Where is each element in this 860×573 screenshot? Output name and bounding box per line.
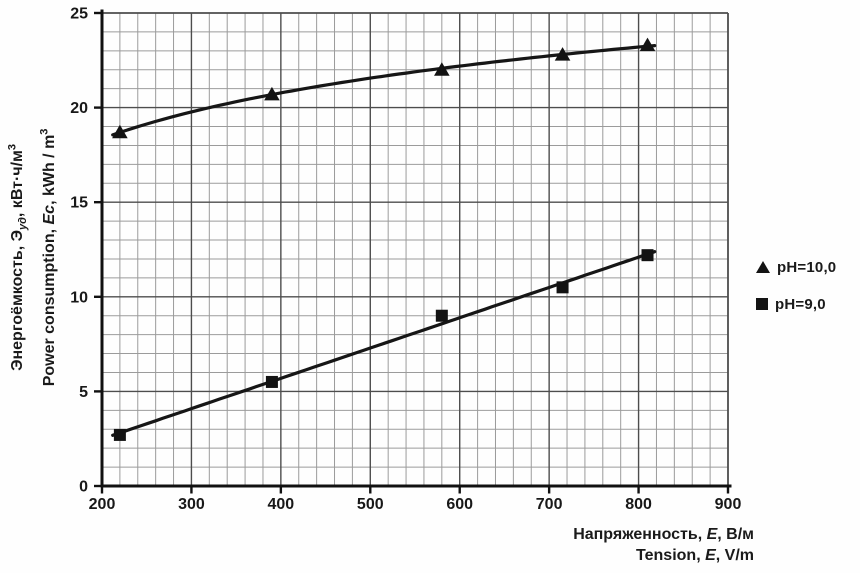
y-tick-label: 5 <box>79 384 88 401</box>
x-tick-label: 200 <box>89 496 116 513</box>
square-marker-icon <box>756 298 768 310</box>
legend-label: pH=10,0 <box>777 258 837 276</box>
data-point-square <box>556 281 569 294</box>
x-tick-label: 500 <box>357 496 384 513</box>
data-point-triangle <box>639 37 656 52</box>
y-tick-label: 25 <box>70 6 88 23</box>
x-axis-label-en: Tension, E, V/m <box>636 547 754 564</box>
legend: pH=10,0 pH=9,0 <box>756 256 836 315</box>
x-tick-label: 600 <box>446 496 473 513</box>
x-tick-label: 700 <box>536 496 563 513</box>
y-tick-label: 20 <box>70 100 88 117</box>
legend-item-ph9: pH=9,0 <box>756 293 836 315</box>
axis-ticks <box>94 11 730 494</box>
y-axis-label-en: Power consumption, Ec, kWh / m3 <box>38 128 58 387</box>
data-point-square <box>265 375 278 388</box>
y-axis-label-ru: Энергоёмкость, Эуд, кВт·ч/м3 <box>6 143 30 371</box>
legend-item-ph10: pH=10,0 <box>756 256 836 278</box>
y-tick-label: 15 <box>70 195 88 212</box>
triangle-marker-icon <box>756 261 770 273</box>
x-tick-label: 300 <box>178 496 205 513</box>
y-tick-label: 10 <box>70 289 88 306</box>
x-tick-label: 800 <box>625 496 652 513</box>
tick-labels: 200 300 400 500 600 700 800 900 0 5 10 15 20 25 <box>70 6 741 514</box>
data-point-square <box>113 428 126 441</box>
data-point-triangle <box>112 124 128 139</box>
grid-minor <box>102 13 728 486</box>
data-point-square <box>641 249 654 262</box>
legend-label: pH=9,0 <box>775 295 826 313</box>
data-point-square <box>435 309 448 322</box>
y-tick-label: 0 <box>79 479 88 496</box>
axis-frame <box>100 9 732 488</box>
data-point-triangle <box>554 47 571 61</box>
data-point-triangle <box>434 62 450 76</box>
data-point-triangle <box>264 86 280 101</box>
x-axis-label: Напряженность, E, В/м Tension, E, V/m <box>573 524 754 566</box>
x-axis-label-ru: Напряженность, E, В/м <box>573 526 754 543</box>
x-tick-label: 900 <box>715 496 742 513</box>
x-tick-label: 400 <box>268 496 295 513</box>
series-ph-9-0 <box>111 249 657 441</box>
series-ph-10-0 <box>111 37 657 139</box>
y-axis-label: Энергоёмкость, Эуд, кВт·ч/м3 Power consu… <box>3 0 60 517</box>
